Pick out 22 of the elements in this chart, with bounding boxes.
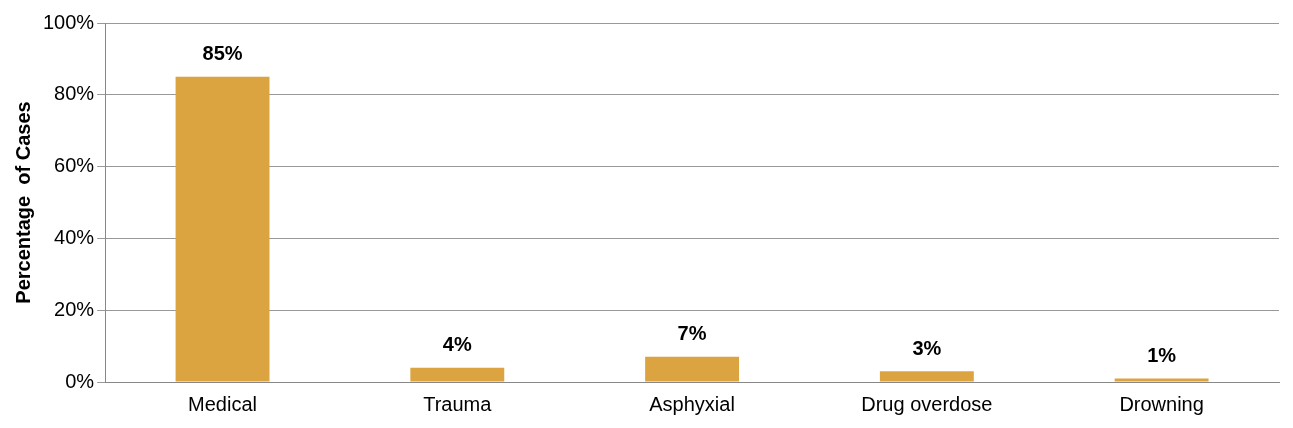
data-label: 4% [442, 333, 472, 356]
y-tick-label: 60% [54, 154, 95, 177]
data-label: 7% [677, 322, 707, 345]
y-tick-label: 80% [54, 82, 95, 105]
x-tick-label: Drowning [1119, 392, 1204, 415]
bar [879, 371, 974, 382]
x-tick-label: Medical [188, 392, 257, 415]
data-label: 1% [1147, 343, 1177, 366]
bar [1114, 378, 1209, 382]
bar [410, 367, 505, 382]
x-tick-label: Trauma [423, 392, 493, 415]
x-tick-label: Asphyxial [649, 392, 735, 415]
x-tick-label: Drug overdose [861, 392, 993, 415]
y-tick-label: 40% [54, 225, 95, 248]
data-label: 3% [912, 336, 942, 359]
y-tick-label: 20% [54, 297, 95, 320]
bar [645, 356, 740, 382]
y-tick-label: 100% [43, 10, 95, 33]
y-axis-title: Percentage of Cases [11, 101, 34, 304]
y-tick-label: 0% [65, 369, 95, 392]
bar [175, 76, 270, 382]
data-label: 85% [202, 42, 243, 65]
